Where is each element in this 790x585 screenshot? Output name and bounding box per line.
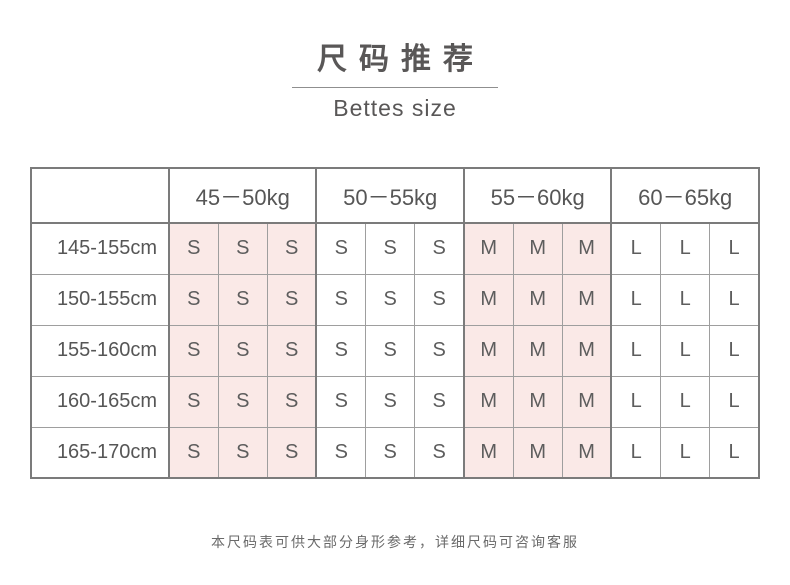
size-cell: L — [610, 222, 662, 275]
size-cell: S — [414, 222, 465, 275]
size-cell: S — [365, 426, 416, 479]
size-cell: S — [217, 324, 268, 377]
size-cell: S — [266, 426, 317, 479]
page-title: 尺码推荐 — [317, 43, 485, 76]
size-cell: M — [512, 324, 563, 377]
size-cell: S — [266, 324, 317, 377]
size-cell: S — [365, 222, 416, 275]
size-cell: L — [660, 324, 711, 377]
size-cell: M — [561, 273, 612, 326]
size-cell: S — [266, 375, 317, 428]
size-cell: M — [512, 375, 563, 428]
size-recommendation-table: 45－50kg 50－55kg 55－60kg 60－65kg 145-155c… — [30, 167, 760, 479]
table-row-160-165cm: 160-165cm S S S S S S M M M L L L — [30, 375, 760, 428]
size-cell: L — [660, 426, 711, 479]
size-cell: M — [561, 375, 612, 428]
height-label: 165-170cm — [30, 426, 170, 479]
weight-header-55-60kg: 55－60kg — [462, 167, 612, 224]
table-row-150-155cm: 150-155cm S S S S S S M M M L L L — [30, 273, 760, 326]
size-cell: S — [365, 375, 416, 428]
size-cell: S — [315, 426, 367, 479]
size-cell: M — [561, 222, 612, 275]
size-cell: M — [561, 426, 612, 479]
footer-note: 本尺码表可供大部分身形参考，详细尺码可咨询客服 — [211, 534, 579, 550]
size-cell: M — [512, 222, 563, 275]
size-cell: L — [709, 375, 760, 428]
weight-header-50-55kg: 50－55kg — [315, 167, 465, 224]
size-cell: L — [709, 222, 760, 275]
size-cell: S — [414, 375, 465, 428]
weight-header-45-50kg: 45－50kg — [167, 167, 317, 224]
size-cell: L — [610, 375, 662, 428]
size-cell: M — [561, 324, 612, 377]
size-cell: S — [217, 273, 268, 326]
size-cell: S — [315, 324, 367, 377]
size-cell: S — [266, 222, 317, 275]
size-cell: L — [709, 324, 760, 377]
size-cell: M — [512, 426, 563, 479]
size-cell: S — [365, 324, 416, 377]
size-cell: L — [660, 222, 711, 275]
size-cell: S — [414, 426, 465, 479]
size-cell: S — [167, 324, 219, 377]
table-row-145-155cm: 145-155cm S S S S S S M M M L L L — [30, 222, 760, 275]
size-cell: L — [610, 324, 662, 377]
size-cell: M — [512, 273, 563, 326]
size-cell: S — [167, 273, 219, 326]
size-cell: M — [462, 222, 514, 275]
size-cell: S — [217, 375, 268, 428]
size-cell: L — [660, 375, 711, 428]
height-label: 150-155cm — [30, 273, 170, 326]
weight-header-60-65kg: 60－65kg — [610, 167, 760, 224]
size-cell: S — [167, 222, 219, 275]
size-cell: S — [217, 222, 268, 275]
height-label: 160-165cm — [30, 375, 170, 428]
size-cell: L — [709, 273, 760, 326]
size-cell: S — [414, 273, 465, 326]
size-cell: M — [462, 273, 514, 326]
size-cell: S — [167, 375, 219, 428]
title-block: 尺码推荐 Bettes size — [0, 0, 790, 122]
size-cell: S — [315, 375, 367, 428]
corner-cell — [30, 167, 170, 224]
size-cell: S — [217, 426, 268, 479]
table-row-155-160cm: 155-160cm S S S S S S M M M L L L — [30, 324, 760, 377]
height-label: 155-160cm — [30, 324, 170, 377]
size-cell: L — [660, 273, 711, 326]
size-table-body: 145-155cm S S S S S S M M M L L L 150-155cm S S S S S S M M M L… — [30, 222, 760, 479]
size-cell: L — [610, 273, 662, 326]
table-row-165-170cm: 165-170cm S S S S S S M M M L L L — [30, 426, 760, 479]
size-cell: S — [266, 273, 317, 326]
title-underline — [292, 87, 498, 88]
size-cell: S — [315, 222, 367, 275]
size-cell: S — [414, 324, 465, 377]
size-cell: M — [462, 375, 514, 428]
weight-header-row: 45－50kg 50－55kg 55－60kg 60－65kg — [30, 167, 760, 224]
size-cell: L — [610, 426, 662, 479]
size-cell: M — [462, 324, 514, 377]
size-cell: S — [315, 273, 367, 326]
size-cell: L — [709, 426, 760, 479]
size-cell: S — [167, 426, 219, 479]
size-cell: S — [365, 273, 416, 326]
size-cell: M — [462, 426, 514, 479]
height-label: 145-155cm — [30, 222, 170, 275]
page-subtitle: Bettes size — [333, 95, 457, 121]
